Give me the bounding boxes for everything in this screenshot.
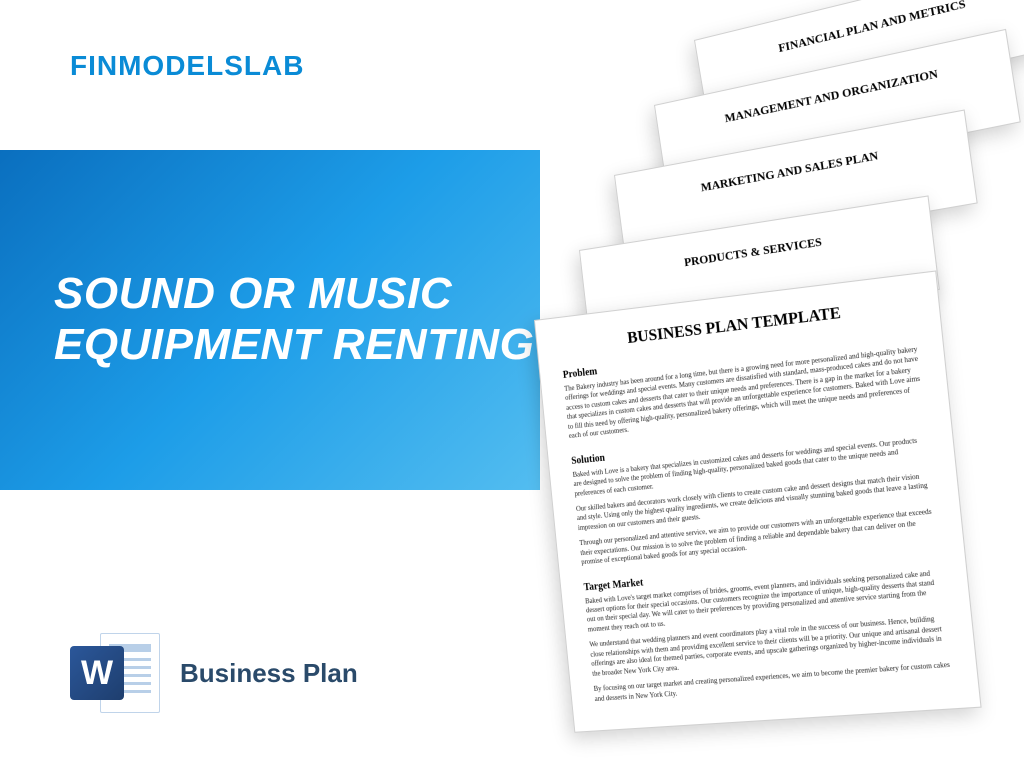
footer-label: Business Plan [180,658,358,689]
document-stack: FINANCIAL PLAN AND METRICSMANAGEMENT AND… [504,40,1004,740]
brand-logo: FINMODELSLAB [70,50,304,82]
word-document-icon: W [70,628,160,718]
word-w-badge: W [70,646,124,700]
banner-title: SOUND OR MUSIC EQUIPMENT RENTING [54,269,540,370]
title-banner: SOUND OR MUSIC EQUIPMENT RENTING [0,150,540,490]
footer: W Business Plan [70,628,358,718]
front-doc: BUSINESS PLAN TEMPLATEProblemThe Bakery … [534,270,982,732]
